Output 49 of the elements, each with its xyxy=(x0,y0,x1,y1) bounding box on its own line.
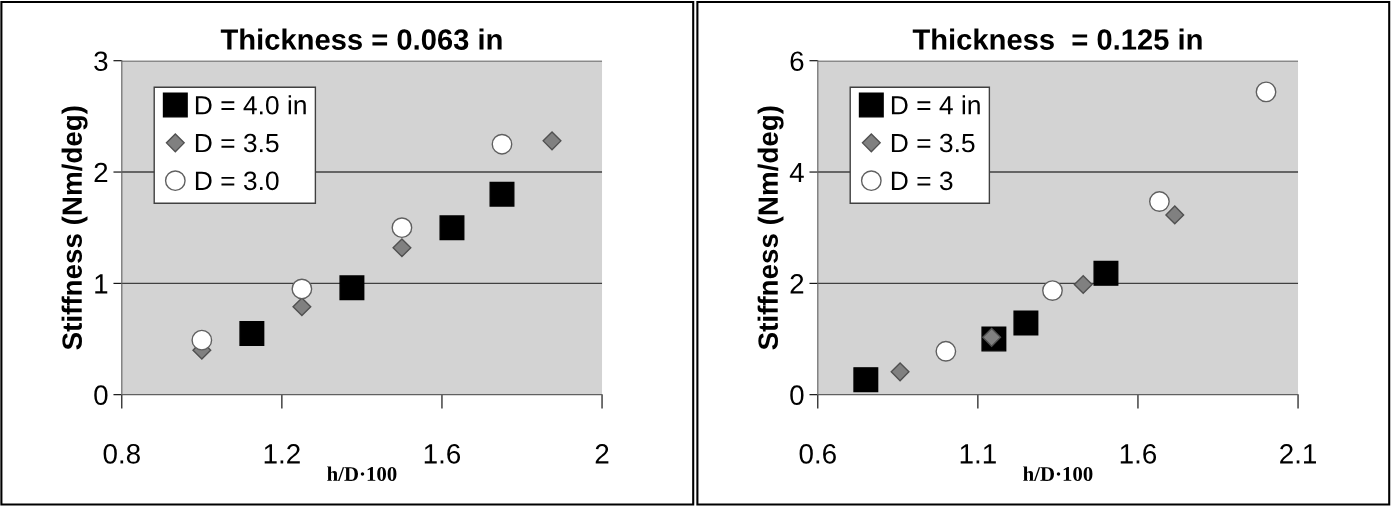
point xyxy=(1073,274,1093,295)
legend-label: D = 4 in xyxy=(891,95,980,115)
x-tick-label: 2.1 xyxy=(1280,444,1316,464)
point xyxy=(890,362,910,382)
y-tick-label: 1 xyxy=(95,274,108,294)
chart-title: Thickness = 0.063 in xyxy=(220,28,502,50)
x-axis-title: h/D·100 xyxy=(327,466,397,482)
point xyxy=(491,133,513,155)
point xyxy=(392,238,412,258)
x-tick-label: 1.2 xyxy=(264,444,300,464)
point xyxy=(339,275,365,301)
x-tick-label: 0.8 xyxy=(103,444,140,464)
x-axis-title: h/D·100 xyxy=(1023,466,1093,482)
x-tick-label: 1.1 xyxy=(960,444,996,464)
point xyxy=(391,217,413,239)
y-tick-label: 2 xyxy=(94,162,108,183)
y-tick-label: 3 xyxy=(94,51,108,72)
point xyxy=(1255,81,1277,103)
y-axis-title: Stiffness (Nm/deg) xyxy=(61,106,88,350)
legend-label: D = 3.0 xyxy=(195,171,279,191)
y-tick-label: 6 xyxy=(790,51,804,72)
point xyxy=(1042,280,1063,302)
legend-label: D = 3 xyxy=(891,171,953,191)
point xyxy=(1013,310,1039,336)
point xyxy=(1148,191,1170,212)
point xyxy=(489,181,515,207)
x-tick-label: 1.6 xyxy=(1120,444,1157,464)
chart-title: Thickness = 0.125 in xyxy=(912,28,1202,50)
point xyxy=(439,215,465,241)
legend-label: D = 4.0 in xyxy=(195,95,306,115)
point xyxy=(291,278,313,300)
point xyxy=(292,297,312,317)
point xyxy=(191,329,213,351)
point xyxy=(1093,260,1119,286)
point xyxy=(935,340,957,362)
x-tick-label: 1.6 xyxy=(424,444,461,464)
point xyxy=(853,367,879,393)
legend-label: D = 3.5 xyxy=(195,133,279,153)
y-tick-label: 0 xyxy=(94,385,108,406)
y-tick-label: 2 xyxy=(790,274,804,294)
y-axis-title: Stiffness (Nm/deg) xyxy=(757,106,784,350)
legend-label: D = 3.5 xyxy=(891,133,975,153)
point xyxy=(1165,205,1185,225)
point xyxy=(542,131,562,151)
point xyxy=(239,320,265,346)
y-tick-label: 0 xyxy=(790,385,804,406)
x-tick-label: 0.6 xyxy=(799,444,836,464)
x-tick-label: 2 xyxy=(595,444,609,464)
y-tick-label: 4 xyxy=(789,162,804,183)
